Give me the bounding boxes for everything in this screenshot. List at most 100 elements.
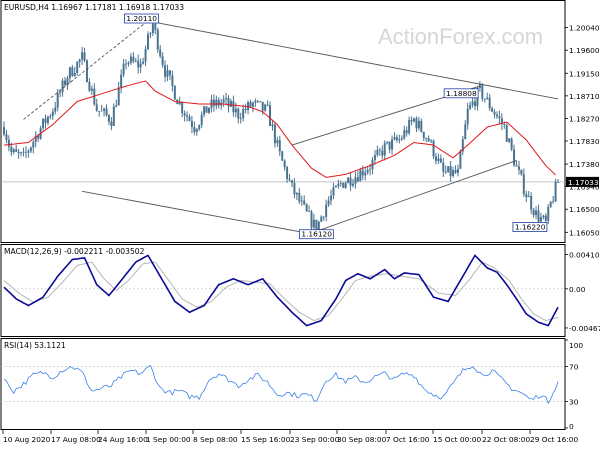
candle-body [520, 169, 523, 175]
candle-body [388, 141, 391, 150]
candle-body [98, 110, 101, 112]
lower-trend-line [82, 190, 317, 236]
candle-body [15, 149, 18, 152]
candle-body [447, 166, 450, 173]
price-label-box [512, 222, 548, 232]
candle-body [117, 87, 120, 106]
candle-body [161, 56, 164, 66]
candle-body [217, 99, 220, 106]
last-price-tag [566, 176, 599, 187]
candle-body [29, 147, 32, 152]
candle-body [37, 135, 40, 139]
candle-body [361, 170, 364, 176]
candle-body [78, 59, 81, 62]
candle-body [81, 52, 84, 60]
candle-body [251, 102, 254, 107]
candle-body [315, 219, 318, 234]
candle-body [359, 170, 362, 182]
candle-body [369, 169, 372, 170]
candle-body [422, 131, 425, 139]
candle-body [256, 100, 259, 102]
candle-body [271, 124, 274, 126]
candle-body [17, 151, 20, 154]
macd-line [3, 254, 559, 327]
candle-body [139, 63, 142, 68]
candle-body [410, 119, 413, 122]
candle-body [464, 124, 467, 140]
candle-body [12, 149, 15, 153]
channel-lower-line [316, 160, 517, 232]
candle-body [434, 156, 437, 161]
price-label: 1.18808 [446, 89, 477, 98]
candle-body [508, 138, 511, 142]
candle-body [513, 149, 516, 166]
candle-body [400, 138, 403, 140]
candle-body [166, 70, 169, 77]
candle-body [503, 124, 506, 125]
candle-body [347, 177, 350, 184]
candle-body [495, 114, 498, 117]
y-tick-label: 1.16940 [569, 183, 600, 192]
candle-body [61, 80, 64, 93]
candle-body [85, 60, 88, 83]
candle-body [403, 130, 406, 139]
candle-body [383, 143, 386, 156]
candle-body [64, 80, 67, 85]
candle-body [330, 195, 333, 201]
candle-body [154, 23, 157, 30]
candle-body [432, 140, 435, 157]
candle-body [471, 101, 474, 105]
candle-body [229, 101, 232, 107]
candle-body [105, 108, 108, 116]
candle-body [444, 171, 447, 173]
candle-body [344, 183, 347, 188]
candle-body [95, 104, 98, 111]
last-price-label: 1.17033 [568, 178, 599, 187]
candle-body [430, 140, 433, 142]
candle-body [454, 170, 457, 173]
candle-body [469, 104, 472, 109]
candle-body [522, 174, 525, 195]
candle-body [320, 216, 323, 222]
y-tick-label: 1.16500 [569, 205, 600, 214]
candle-body [73, 72, 76, 76]
candle-body [66, 78, 69, 85]
candle-body [34, 135, 37, 142]
candle-body [264, 104, 267, 111]
candle-body [334, 186, 337, 188]
candle-body [425, 138, 428, 139]
candle-body [493, 111, 496, 115]
candle-body [295, 192, 298, 195]
candle-body [351, 183, 354, 186]
candle-body [500, 118, 503, 125]
price-label: 1.20110 [126, 14, 157, 23]
candle-body [22, 151, 25, 153]
candle-body [103, 108, 106, 111]
candle-body [488, 97, 491, 109]
candle-body [408, 119, 411, 134]
x-tick-label: 8 Sep 08:00 [193, 435, 238, 444]
rsi-panel-frame [0, 338, 566, 430]
candle-body [486, 97, 489, 100]
candle-body [54, 107, 57, 112]
candle-body [317, 221, 320, 234]
candle-body [391, 139, 394, 150]
candle-body [327, 200, 330, 205]
candle-body [168, 70, 171, 76]
candle-body [557, 182, 559, 183]
candle-body [49, 116, 52, 117]
candle-body [276, 140, 279, 144]
candle-body [481, 84, 484, 99]
candle-body [542, 215, 545, 218]
candle-body [159, 49, 162, 57]
candle-body [205, 106, 208, 113]
candle-body [549, 201, 552, 207]
candle-body [142, 61, 145, 64]
price-label: 1.16220 [515, 223, 546, 232]
candle-body [393, 137, 396, 140]
y-tick-label: 1.18270 [569, 114, 600, 123]
candle-body [373, 155, 376, 161]
candle-body [273, 124, 276, 144]
candle-body [88, 82, 91, 91]
candle-body [305, 204, 308, 212]
